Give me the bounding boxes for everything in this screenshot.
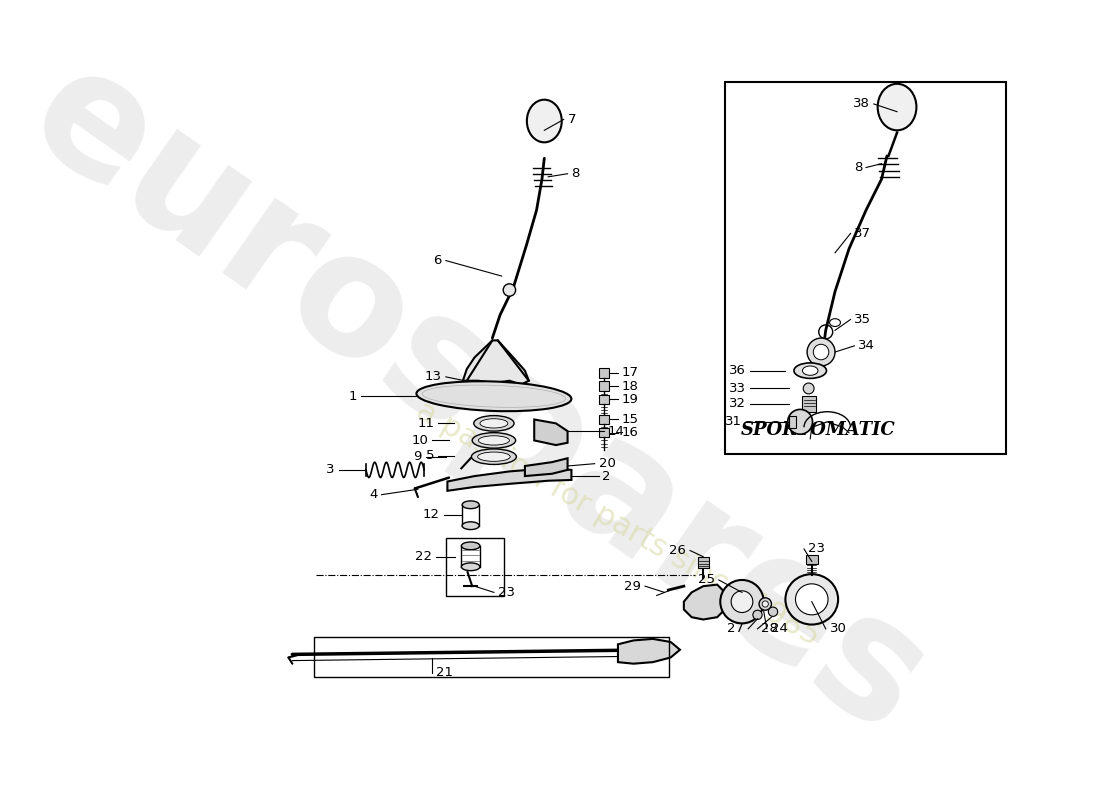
Text: 26: 26 — [669, 544, 686, 557]
Circle shape — [768, 607, 778, 617]
Text: 33: 33 — [729, 382, 746, 395]
Text: 5: 5 — [426, 450, 434, 462]
Text: 4: 4 — [370, 488, 377, 501]
Bar — [803, 396, 816, 412]
Polygon shape — [525, 458, 568, 476]
Text: 16: 16 — [621, 426, 639, 439]
Ellipse shape — [480, 418, 508, 428]
Circle shape — [788, 410, 813, 434]
Bar — [697, 557, 708, 567]
Text: 35: 35 — [855, 313, 871, 326]
Ellipse shape — [527, 100, 562, 142]
Text: 18: 18 — [621, 380, 639, 393]
Circle shape — [762, 601, 768, 607]
Bar — [314, 637, 669, 677]
Text: a passion for parts since 1985: a passion for parts since 1985 — [411, 396, 825, 652]
Text: 19: 19 — [621, 393, 639, 406]
Text: 13: 13 — [425, 370, 442, 383]
Text: 23: 23 — [807, 542, 825, 555]
Text: 20: 20 — [598, 457, 615, 470]
Text: 6: 6 — [433, 254, 442, 267]
Bar — [446, 538, 504, 596]
Text: SPORTOMATIC: SPORTOMATIC — [740, 421, 895, 439]
Text: 15: 15 — [621, 413, 639, 426]
Ellipse shape — [461, 542, 480, 550]
Text: 2: 2 — [603, 470, 611, 482]
Ellipse shape — [878, 84, 916, 130]
Ellipse shape — [803, 366, 818, 375]
Circle shape — [720, 580, 763, 623]
Text: 29: 29 — [625, 580, 641, 593]
Ellipse shape — [461, 563, 480, 570]
Ellipse shape — [462, 522, 480, 530]
Text: 1: 1 — [349, 390, 356, 402]
Text: 7: 7 — [568, 113, 576, 126]
Bar — [598, 382, 609, 391]
Text: 28: 28 — [761, 622, 778, 635]
Polygon shape — [448, 468, 571, 491]
Circle shape — [807, 338, 835, 366]
Text: 32: 32 — [729, 398, 746, 410]
Text: 36: 36 — [729, 364, 746, 377]
Bar — [598, 368, 609, 378]
Ellipse shape — [478, 436, 509, 445]
Text: 23: 23 — [498, 586, 515, 599]
Bar — [598, 394, 609, 404]
Ellipse shape — [472, 433, 516, 448]
Text: 31: 31 — [725, 415, 742, 428]
Ellipse shape — [477, 452, 510, 462]
Ellipse shape — [794, 363, 826, 378]
Ellipse shape — [785, 574, 838, 625]
Text: 37: 37 — [855, 227, 871, 240]
Ellipse shape — [474, 416, 514, 431]
Bar — [598, 415, 609, 424]
Text: 3: 3 — [327, 463, 336, 476]
Circle shape — [732, 591, 752, 613]
Text: 9: 9 — [414, 450, 421, 463]
Polygon shape — [463, 341, 529, 385]
Ellipse shape — [417, 382, 571, 411]
Text: 27: 27 — [727, 622, 745, 635]
Circle shape — [752, 610, 762, 619]
Bar — [805, 555, 818, 565]
Text: 12: 12 — [422, 508, 440, 522]
Bar — [789, 416, 796, 428]
Polygon shape — [618, 639, 680, 664]
Ellipse shape — [795, 584, 828, 615]
Text: 11: 11 — [417, 417, 434, 430]
Bar — [725, 82, 1005, 454]
Circle shape — [759, 598, 771, 610]
Ellipse shape — [472, 449, 516, 465]
Polygon shape — [684, 585, 725, 619]
Text: 22: 22 — [415, 550, 432, 563]
Text: 21: 21 — [436, 666, 453, 679]
Text: eurospares: eurospares — [0, 31, 957, 769]
Text: 8: 8 — [854, 161, 862, 174]
Ellipse shape — [462, 501, 480, 509]
Circle shape — [803, 383, 814, 394]
Text: 25: 25 — [697, 574, 715, 586]
Text: 8: 8 — [571, 167, 580, 180]
Text: 14: 14 — [608, 425, 625, 438]
Polygon shape — [535, 419, 568, 445]
Bar — [598, 428, 609, 438]
Text: 34: 34 — [858, 339, 876, 352]
Text: 10: 10 — [411, 434, 428, 447]
Text: 30: 30 — [829, 622, 847, 635]
Text: 17: 17 — [621, 366, 639, 379]
Text: 24: 24 — [771, 622, 788, 635]
Circle shape — [813, 344, 828, 360]
Text: 38: 38 — [852, 98, 870, 110]
Circle shape — [503, 284, 516, 296]
